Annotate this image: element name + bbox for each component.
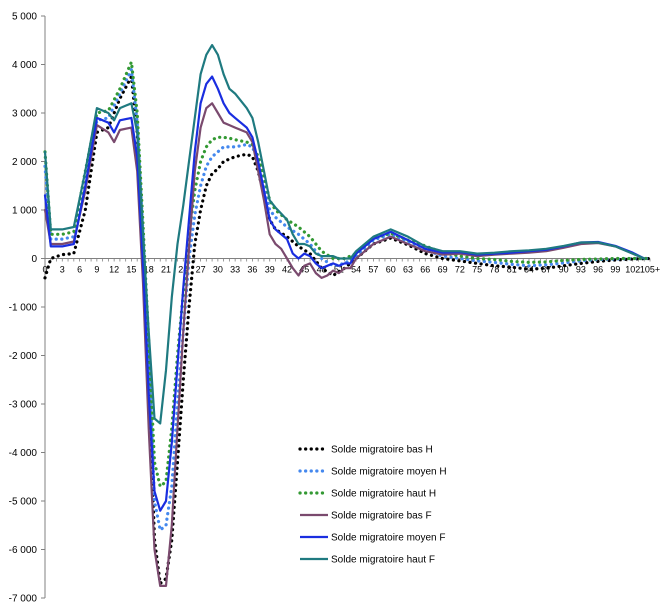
x-tick-label: 87 xyxy=(541,265,551,275)
x-tick-label: 63 xyxy=(403,265,413,275)
x-tick-label: 78 xyxy=(489,265,499,275)
x-tick-label: 15 xyxy=(126,265,136,275)
x-tick-label: 45 xyxy=(299,265,309,275)
x-tick-label: 72 xyxy=(455,265,465,275)
x-axis: 0 3 6 9 12 15 18 21 24 27 30 33 36 39 42 45 48 51 54 57 60 63… xyxy=(42,258,660,275)
series-lines xyxy=(43,44,652,587)
x-tick-label: 69 xyxy=(438,265,448,275)
x-tick-label: 12 xyxy=(109,265,119,275)
x-tick-label: 9 xyxy=(94,265,99,275)
legend-label: Solde migratoire haut H xyxy=(331,489,436,500)
x-tick-label: 33 xyxy=(230,265,240,275)
x-tick-label: 54 xyxy=(351,265,361,275)
y-tick-label: 4 000 xyxy=(12,60,37,71)
y-tick-label: -6 000 xyxy=(9,545,38,556)
x-tick-label: 93 xyxy=(576,265,586,275)
legend-label: Solde migratoire bas F xyxy=(331,511,432,522)
y-tick-label: 2 000 xyxy=(12,157,37,168)
legend-label: Solde migratoire bas H xyxy=(331,445,433,456)
x-tick-label: 57 xyxy=(368,265,378,275)
series-line-6 xyxy=(43,44,646,425)
x-tick-label: 102 xyxy=(625,265,640,275)
y-tick-label: -3 000 xyxy=(9,400,38,411)
x-tick-label: 48 xyxy=(317,265,327,275)
x-tick-label: 6 xyxy=(77,265,82,275)
x-tick-label: 42 xyxy=(282,265,292,275)
x-tick-label: 30 xyxy=(213,265,223,275)
series-line-2 xyxy=(43,67,652,532)
legend-label: Solde migratoire moyen H xyxy=(331,467,447,478)
x-tick-label: 96 xyxy=(593,265,603,275)
x-tick-label: 75 xyxy=(472,265,482,275)
x-tick-label: 0 xyxy=(42,265,47,275)
x-tick-label: 3 xyxy=(60,265,65,275)
y-tick-label: -4 000 xyxy=(9,448,38,459)
x-tick-label: 27 xyxy=(196,265,206,275)
legend: Solde migratoire bas H Solde migratoire m… xyxy=(298,445,447,566)
y-tick-label: 0 xyxy=(31,254,37,265)
x-tick-label: 21 xyxy=(161,265,171,275)
legend-label: Solde migratoire haut F xyxy=(331,555,435,566)
x-tick-label: 105+ xyxy=(640,265,660,275)
x-tick-label: 24 xyxy=(178,265,188,275)
x-tick-label: 99 xyxy=(610,265,620,275)
x-tick-label: 81 xyxy=(507,265,517,275)
legend-label: Solde migratoire moyen F xyxy=(331,533,446,544)
y-tick-label: 1 000 xyxy=(12,206,37,217)
x-tick-label: 60 xyxy=(386,265,396,275)
x-tick-label: 51 xyxy=(334,265,344,275)
x-tick-label: 90 xyxy=(559,265,569,275)
x-tick-label: 84 xyxy=(524,265,534,275)
y-tick-label: 5 000 xyxy=(12,12,37,23)
y-tick-label: -1 000 xyxy=(9,303,38,314)
y-tick-label: -5 000 xyxy=(9,497,38,508)
x-tick-label: 66 xyxy=(420,265,430,275)
y-tick-label: 3 000 xyxy=(12,109,37,120)
x-tick-label: 36 xyxy=(247,265,257,275)
y-axis: 5 000 4 000 3 000 2 000 1 000 0 -1 000 -2 000 -3… xyxy=(9,12,46,605)
x-tick-label: 39 xyxy=(265,265,275,275)
y-tick-label: -7 000 xyxy=(9,594,38,605)
x-tick-label: 18 xyxy=(144,265,154,275)
y-tick-label: -2 000 xyxy=(9,351,38,362)
